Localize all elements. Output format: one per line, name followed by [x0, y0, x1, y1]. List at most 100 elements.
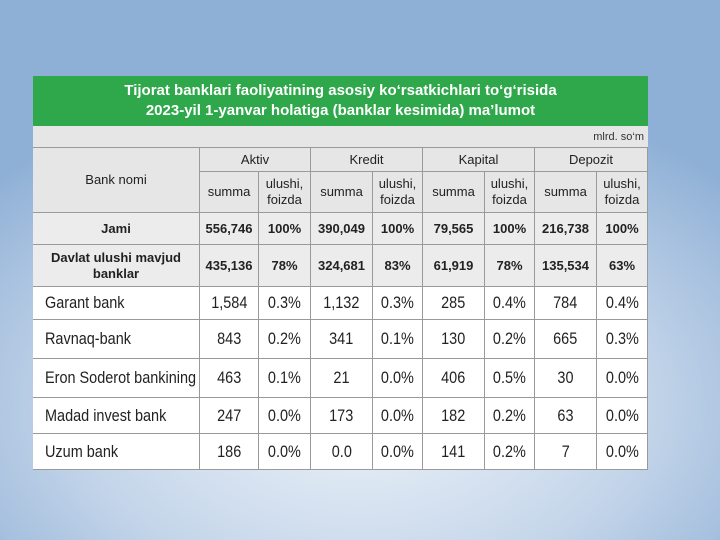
bank-name-text: Uzum bank — [45, 441, 119, 461]
sub-header: summa — [311, 172, 373, 213]
data-cell-text: 0.2% — [493, 441, 526, 461]
data-cell-text: 0.2% — [493, 329, 526, 348]
data-cell: 784 — [535, 287, 597, 320]
bank-name-text: Garant bank — [45, 293, 125, 312]
data-cell-text: 0.0 — [331, 441, 352, 461]
data-cell: 186 — [200, 434, 259, 470]
summary-cell: 100% — [485, 213, 535, 245]
data-cell-text: 843 — [216, 329, 242, 348]
data-cell: 182 — [423, 398, 485, 434]
data-cell: 406 — [423, 359, 485, 398]
data-cell: 0.0% — [373, 398, 423, 434]
data-cell-text: 7 — [561, 441, 570, 461]
bank-name-text: Madad invest bank — [45, 405, 167, 425]
data-cell: 0.5% — [485, 359, 535, 398]
group-header: Depozit — [535, 148, 648, 172]
bank-name: Madad invest bank — [33, 398, 200, 434]
data-cell: 0.4% — [597, 287, 648, 320]
data-cell-text: 0.1% — [381, 329, 414, 348]
data-cell: 0.0% — [373, 359, 423, 398]
data-cell: 0.2% — [485, 320, 535, 359]
bank-name: Ravnaq-bank — [33, 320, 200, 359]
data-cell: 1,132 — [311, 287, 373, 320]
title-line: Tijorat banklari faoliyatining asosiy ko… — [124, 82, 557, 99]
data-cell: 0.2% — [485, 434, 535, 470]
data-cell-text: 784 — [553, 293, 578, 312]
summary-name: Davlat ulushi mavjud banklar — [33, 245, 200, 287]
first-column-header: Bank nomi — [33, 148, 200, 213]
data-cell-text: 0.0% — [381, 405, 414, 425]
summary-cell: 135,534 — [535, 245, 597, 287]
group-header: Aktiv — [200, 148, 311, 172]
data-cell-text: 0.3% — [268, 293, 301, 312]
data-cell: 0.0% — [259, 398, 311, 434]
data-cell: 141 — [423, 434, 485, 470]
data-cell: 7 — [535, 434, 597, 470]
summary-cell: 78% — [485, 245, 535, 287]
data-cell: 247 — [200, 398, 259, 434]
sub-header: ulushi, foizda — [485, 172, 535, 213]
data-cell-text: 130 — [441, 329, 466, 348]
data-cell-text: 173 — [329, 405, 354, 425]
group-header: Kapital — [423, 148, 535, 172]
bank-name: Garant bank — [33, 287, 200, 320]
summary-cell: 100% — [373, 213, 423, 245]
data-cell-text: 63 — [557, 405, 574, 425]
data-cell-text: 0.0% — [381, 368, 414, 387]
bank-name: Eron Soderot bankining Sh — [33, 359, 200, 398]
data-cell-text: 30 — [557, 368, 574, 387]
data-cell: 0.0 — [311, 434, 373, 470]
data-cell: 130 — [423, 320, 485, 359]
data-cell-text: 0.0% — [268, 441, 301, 461]
summary-cell: 324,681 — [311, 245, 373, 287]
data-cell-text: 182 — [441, 405, 466, 425]
data-cell: 0.1% — [259, 359, 311, 398]
data-cell-text: 21 — [333, 368, 350, 387]
summary-cell: 100% — [597, 213, 648, 245]
data-cell: 1,584 — [200, 287, 259, 320]
data-cell-text: 665 — [553, 329, 578, 348]
summary-cell: 216,738 — [535, 213, 597, 245]
data-cell: 173 — [311, 398, 373, 434]
data-cell: 285 — [423, 287, 485, 320]
bank-name-text: Eron Soderot bankining Sh — [45, 368, 199, 387]
data-cell: 0.2% — [485, 398, 535, 434]
summary-cell: 435,136 — [200, 245, 259, 287]
data-cell-text: 0.1% — [268, 368, 301, 387]
data-cell: 0.0% — [259, 434, 311, 470]
summary-cell: 100% — [259, 213, 311, 245]
data-cell-text: 0.3% — [605, 329, 639, 348]
sub-header: summa — [535, 172, 597, 213]
summary-cell: 556,746 — [200, 213, 259, 245]
summary-cell: 61,919 — [423, 245, 485, 287]
data-cell: 0.0% — [597, 398, 648, 434]
sub-header: summa — [200, 172, 259, 213]
data-cell: 0.3% — [597, 320, 648, 359]
data-cell-text: 0.2% — [493, 405, 526, 425]
data-cell-text: 0.0% — [268, 405, 301, 425]
data-cell-text: 141 — [441, 441, 466, 461]
data-cell: 0.2% — [259, 320, 311, 359]
data-cell-text: 0.0% — [605, 441, 639, 461]
unit-label: mlrd. so‘m — [33, 126, 648, 148]
data-cell-text: 341 — [329, 329, 354, 348]
data-cell-text: 0.4% — [493, 293, 526, 312]
data-cell: 63 — [535, 398, 597, 434]
data-cell: 341 — [311, 320, 373, 359]
title-line: 2023-yil 1-yanvar holatiga (banklar kesi… — [145, 102, 536, 119]
data-cell-text: 0.0% — [381, 441, 414, 461]
sub-header: ulushi, foizda — [373, 172, 423, 213]
data-cell: 0.1% — [373, 320, 423, 359]
data-cell: 0.4% — [485, 287, 535, 320]
summary-name: Jami — [33, 213, 200, 245]
table-title: Tijorat banklari faoliyatining asosiy ko… — [33, 76, 648, 126]
data-cell-text: 0.2% — [268, 329, 301, 348]
bank-name: Uzum bank — [33, 434, 200, 470]
data-cell: 0.0% — [597, 359, 648, 398]
data-cell-text: 0.0% — [605, 368, 639, 387]
table: Tijorat banklari faoliyatining asosiy ko… — [33, 76, 648, 470]
data-cell: 0.3% — [373, 287, 423, 320]
sub-header: ulushi, foizda — [597, 172, 648, 213]
group-header: Kredit — [311, 148, 423, 172]
